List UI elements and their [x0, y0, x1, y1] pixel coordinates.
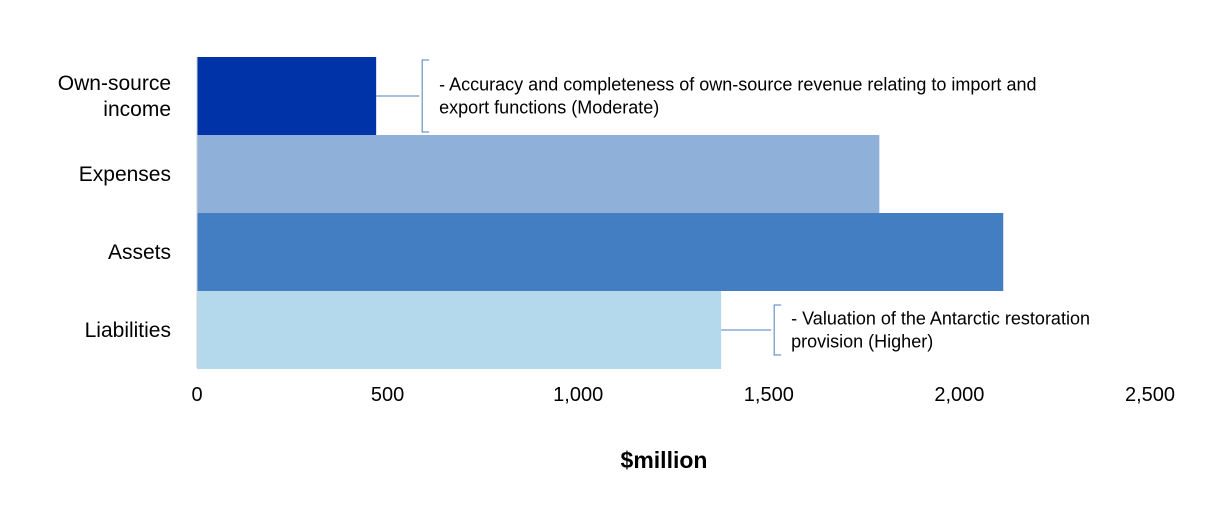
x-tick-labels: 0 500 1,000 1,500 2,000 2,500	[191, 384, 1175, 406]
x-axis-label: $million	[621, 447, 708, 473]
callout-bracket	[773, 304, 782, 356]
callout-bracket	[421, 59, 430, 133]
category-label-expenses: Expenses	[79, 163, 171, 186]
callout-text-liabilities: - Valuation of the Antarctic restoration…	[791, 309, 1090, 352]
callout-text-own-source-income: - Accuracy and completeness of own-sourc…	[439, 75, 1036, 118]
bars-group	[197, 57, 1004, 369]
x-tick-label: 500	[371, 384, 404, 406]
bar-liabilities	[197, 291, 722, 369]
x-tick-label: 0	[191, 384, 202, 406]
category-label-liabilities: Liabilities	[85, 319, 171, 342]
x-tick-label: 2,000	[934, 384, 984, 406]
bar-expenses	[197, 135, 880, 213]
category-label-own-source-income: Own-source income	[58, 72, 171, 121]
x-tick-label: 2,500	[1125, 384, 1175, 406]
category-labels: Own-source income Expenses Assets Liabilitie…	[58, 72, 171, 342]
x-tick-label: 1,500	[744, 384, 794, 406]
callouts: - Accuracy and completeness of own-sourc…	[376, 59, 1090, 356]
bar-own-source-income	[197, 57, 377, 135]
category-label-assets: Assets	[108, 241, 171, 264]
x-tick-label: 1,000	[553, 384, 603, 406]
bar-assets	[197, 213, 1004, 291]
